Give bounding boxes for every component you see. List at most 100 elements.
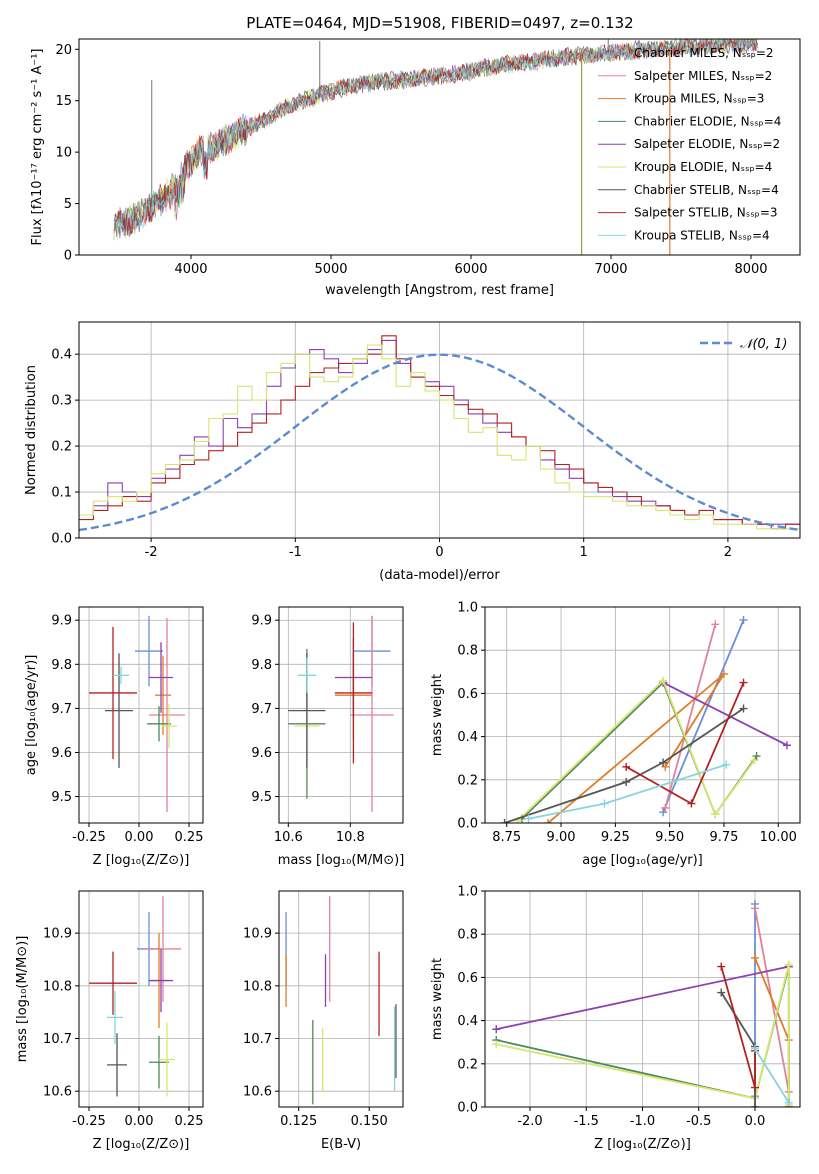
y-tick-label: 0.6 xyxy=(457,971,478,986)
y-tick-label: 10.7 xyxy=(243,1032,272,1047)
x-tick-label: 10.6 xyxy=(274,830,303,845)
normal-curve xyxy=(79,353,800,532)
x-tick-label: 7000 xyxy=(594,262,627,277)
axes-frame: 0.125 0.150 10.6 10.7 10.8 10.9 E(B-V) xyxy=(243,890,404,1152)
weight-marker xyxy=(739,615,748,624)
weight-marker xyxy=(739,704,748,713)
axes-box xyxy=(278,890,404,1108)
weight-marker xyxy=(751,1103,759,1107)
weight-series xyxy=(720,966,756,1088)
axes-box xyxy=(484,606,801,824)
x-tick-label: 0.00 xyxy=(125,1114,154,1129)
weight-series xyxy=(496,964,790,1105)
weight-marker xyxy=(782,741,791,750)
y-tick-label: 0.8 xyxy=(457,928,478,943)
legend-label: Salpeter STELIB, Nₛₛₚ=3 xyxy=(634,206,778,220)
x-tick-label: 9.75 xyxy=(709,830,738,845)
x-tick-label: 0.25 xyxy=(175,830,204,845)
legend-label: Chabrier MILES, Nₛₛₚ=2 xyxy=(634,46,774,60)
axes-frame: -2 -1 0 1 2 0.0 0.1 0.2 0.3 0.4 (data-model)/error… xyxy=(24,321,801,583)
x-tick-label: 6000 xyxy=(454,262,487,277)
legend-label: Kroupa MILES, Nₛₛₚ=3 xyxy=(634,92,764,106)
x-tick-label: 0.00 xyxy=(125,830,154,845)
x-tick-label: -0.25 xyxy=(72,830,106,845)
weight-series xyxy=(504,707,745,823)
weight-marker xyxy=(751,904,759,913)
y-tick-label: 10.9 xyxy=(43,927,72,942)
weight-series xyxy=(664,624,717,809)
axes-frame: -2.0 -1.5 -1.0 -0.5 0.0 0.0 0.2 0.4 0.6 0.8 1.0 Z [… xyxy=(430,885,801,1152)
y-tick-label: 10.9 xyxy=(243,927,272,942)
x-tick-label: -2 xyxy=(145,545,158,560)
residual-histogram-panel: -2 -1 0 1 2 0.0 0.1 0.2 0.3 0.4 (data-model)/error… xyxy=(24,321,801,583)
x-tick-label: 5000 xyxy=(314,262,347,277)
age-vs-mass-panel: 10.6 10.8 9.5 9.6 9.7 9.8 9.9 mass [log₁₀(M/M⊙)… xyxy=(251,606,405,868)
y-tick-label: 0.4 xyxy=(51,348,72,363)
spectrum-title: PLATE=0464, MJD=51908, FIBERID=0497, z=0… xyxy=(246,14,633,32)
weight-marker xyxy=(544,819,552,823)
x-tick-label: 9.50 xyxy=(655,830,684,845)
x-tick-label: 8.75 xyxy=(492,830,521,845)
y-tick-label: 9.7 xyxy=(251,702,272,717)
weight-marker xyxy=(622,777,631,786)
weight-marker xyxy=(524,814,533,823)
weight-marker xyxy=(784,960,793,969)
x-tick-label: 0.25 xyxy=(175,1114,204,1129)
x-axis-label: mass [log₁₀(M/M⊙)] xyxy=(278,853,405,868)
weight-marker xyxy=(711,620,720,629)
weight-marker xyxy=(784,1098,793,1107)
x-tick-label: 0 xyxy=(435,545,443,560)
y-tick-label: 20 xyxy=(55,43,72,58)
weight-marker xyxy=(739,678,748,687)
y-tick-label: 0.2 xyxy=(457,773,478,788)
weight-marker xyxy=(659,808,668,817)
plot-area xyxy=(492,899,793,1107)
spectrum-line xyxy=(113,39,758,239)
weight-marker xyxy=(659,676,668,685)
axes-frame: 8.75 9.00 9.25 9.50 9.75 10.00 0.0 0.2 0.4 0.6 0.8… xyxy=(430,601,801,868)
mass-vs-ebv-panel: 0.125 0.150 10.6 10.7 10.8 10.9 E(B-V) xyxy=(243,890,404,1152)
y-axis-label: mass [log₁₀(M/M⊙)] xyxy=(15,936,30,1063)
plot-area xyxy=(79,335,800,532)
weight-marker xyxy=(750,756,759,765)
x-tick-label: 0.125 xyxy=(280,1114,317,1129)
y-tick-label: 0.0 xyxy=(457,1101,478,1116)
x-axis-label: age [log₁₀(age/yr)] xyxy=(582,853,703,868)
weight-marker xyxy=(751,953,759,962)
x-axis-label: (data-model)/error xyxy=(379,568,500,583)
weight-series xyxy=(547,673,725,823)
axes-frame: 10.6 10.8 9.5 9.6 9.7 9.8 9.9 mass [log₁₀(M/M⊙)… xyxy=(251,606,405,868)
legend-label: Kroupa ELODIE, Nₛₛₚ=4 xyxy=(634,160,772,174)
legend-label: Chabrier ELODIE, Nₛₛₚ=4 xyxy=(634,114,781,128)
y-tick-label: 1.0 xyxy=(457,885,478,900)
x-tick-label: 4000 xyxy=(174,262,207,277)
y-tick-label: 10.8 xyxy=(243,979,272,994)
weight-marker xyxy=(622,762,631,771)
legend-label: 𝒩(0, 1) xyxy=(740,337,787,352)
weight-series xyxy=(754,1048,790,1104)
y-axis-label: mass weight xyxy=(430,958,445,1040)
spectrum-legend: Chabrier MILES, Nₛₛₚ=2 Salpeter MILES, Nₛ… xyxy=(598,46,781,242)
x-axis-label: Z [log₁₀(Z/Z⊙)] xyxy=(93,1137,190,1152)
y-tick-label: 9.8 xyxy=(51,658,72,673)
x-tick-label: -1.0 xyxy=(630,1114,655,1129)
weight-series xyxy=(496,965,789,1031)
y-tick-label: 0.0 xyxy=(51,532,72,547)
x-tick-label: -1.5 xyxy=(574,1114,599,1129)
weight-marker xyxy=(719,669,728,678)
y-tick-label: 10.7 xyxy=(43,1032,72,1047)
plot-area xyxy=(288,615,394,812)
y-tick-label: 0.6 xyxy=(457,687,478,702)
x-tick-label: 1 xyxy=(580,545,588,560)
weight-marker xyxy=(722,760,731,769)
age-vs-metallicity-panel: -0.25 0.00 0.25 9.5 9.6 9.7 9.8 9.9 Z [log₁₀(Z/Z… xyxy=(24,606,204,868)
y-tick-label: 0.4 xyxy=(457,1014,478,1029)
plot-area xyxy=(113,39,758,255)
x-tick-label: -1 xyxy=(289,545,302,560)
y-axis-label: mass weight xyxy=(430,674,445,756)
y-tick-label: 0.2 xyxy=(457,1057,478,1072)
legend-label: Kroupa STELIB, Nₛₛₚ=4 xyxy=(634,228,770,242)
axes-box xyxy=(78,890,204,1108)
mass-weight-vs-metallicity-panel: -2.0 -1.5 -1.0 -0.5 0.0 0.0 0.2 0.4 0.6 0.8 1.0 Z [… xyxy=(430,885,801,1152)
